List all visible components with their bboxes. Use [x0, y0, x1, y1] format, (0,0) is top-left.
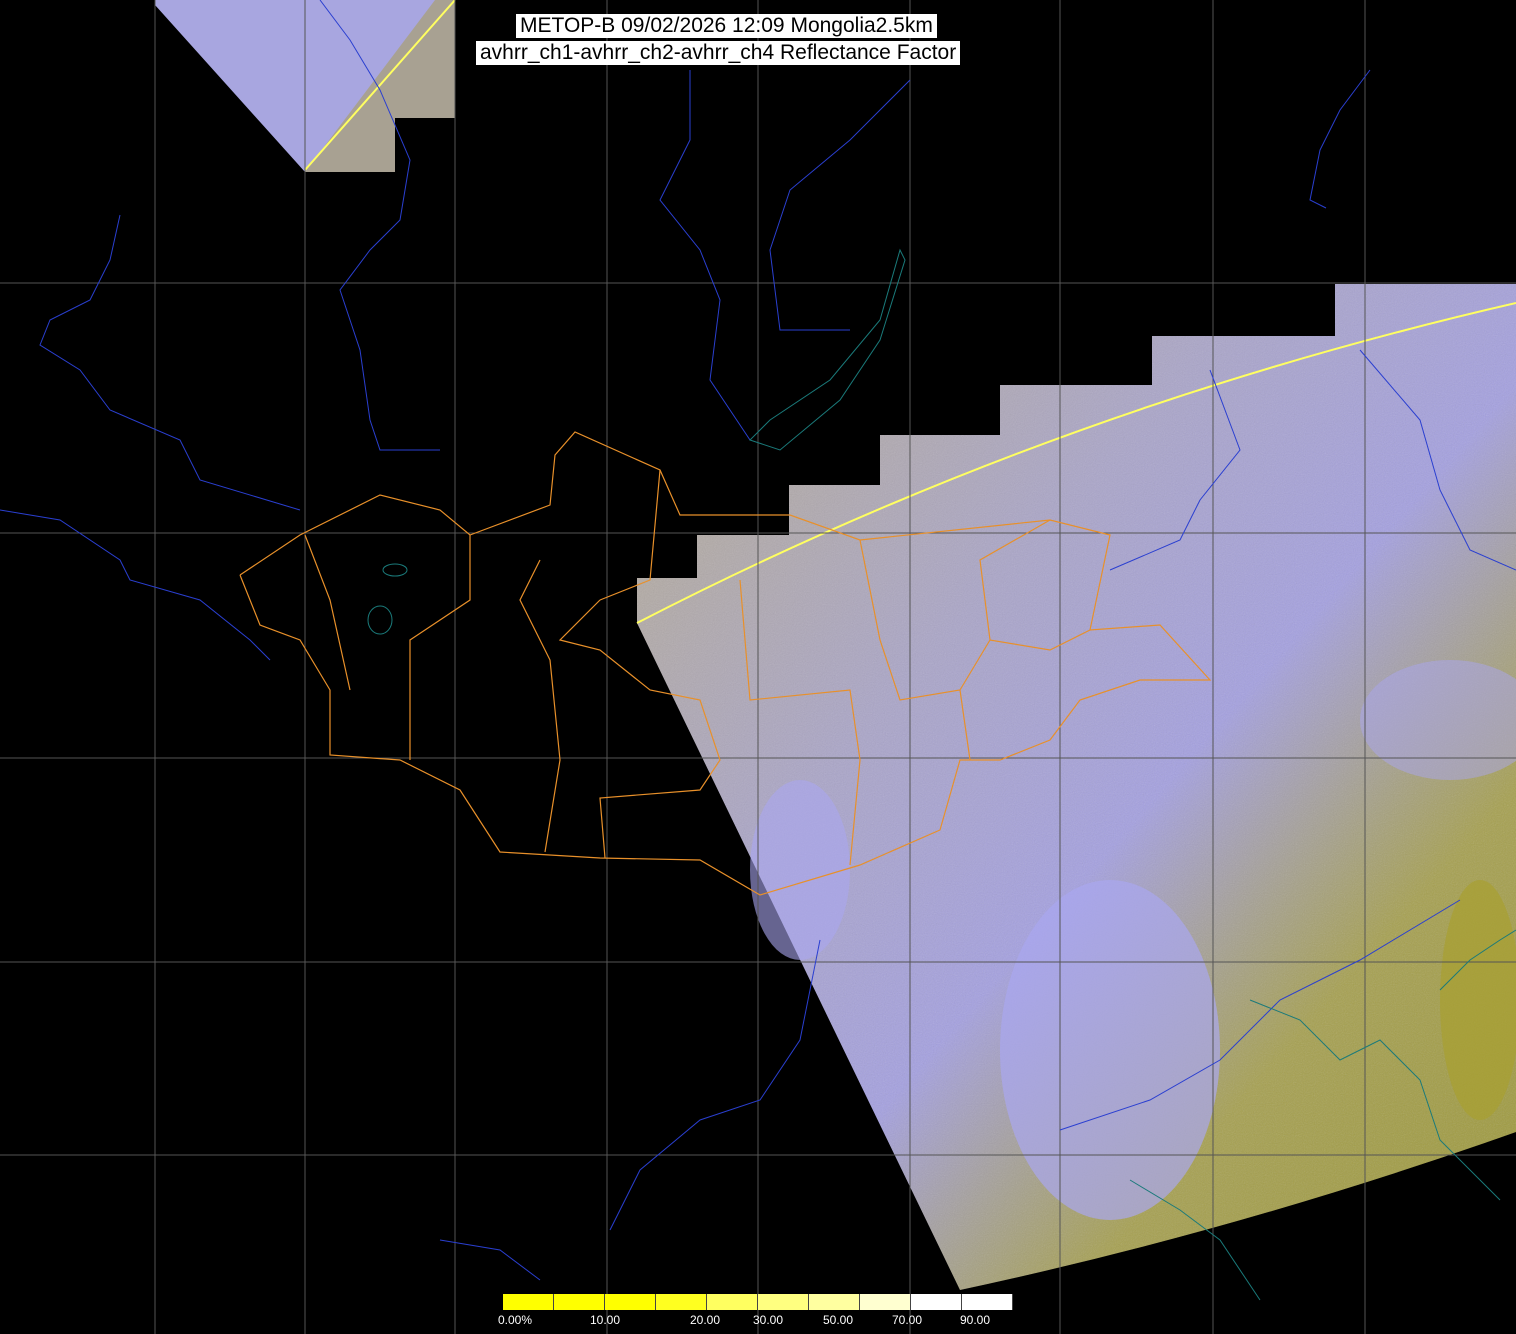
- lakes-coastlines: [367, 248, 1516, 1301]
- colorbar-tick-label: 70.00: [891, 1313, 923, 1327]
- colorbar-segment: [605, 1294, 656, 1310]
- colorbar-segment: [962, 1294, 1013, 1310]
- colorbar-segment: [860, 1294, 911, 1310]
- colorbar: [503, 1294, 1013, 1310]
- colorbar-segment: [911, 1294, 962, 1310]
- image-title-line2: avhrr_ch1-avhrr_ch2-avhrr_ch4 Reflectanc…: [476, 41, 961, 65]
- image-title-line1: METOP-B 09/02/2026 12:09 Mongolia2.5km: [516, 14, 937, 38]
- colorbar-tick-label: 0.00%: [497, 1313, 533, 1327]
- colorbar-tick-label: 20.00: [689, 1313, 721, 1327]
- colorbar-segment: [809, 1294, 860, 1310]
- colorbar-tick-label: 90.00: [959, 1313, 991, 1327]
- colorbar-segment: [554, 1294, 605, 1310]
- colorbar-tick-label: 50.00: [822, 1313, 854, 1327]
- rivers: [0, 0, 1516, 1281]
- colorbar-tick-label: 10.00: [589, 1313, 621, 1327]
- colorbar-segment: [656, 1294, 707, 1310]
- admin-borders: [239, 431, 1212, 896]
- colorbar-segment: [758, 1294, 809, 1310]
- colorbar-tick-label: 30.00: [752, 1313, 784, 1327]
- colorbar-segment: [503, 1294, 554, 1310]
- colorbar-segment: [707, 1294, 758, 1310]
- satellite-swath: [155, 0, 1516, 1290]
